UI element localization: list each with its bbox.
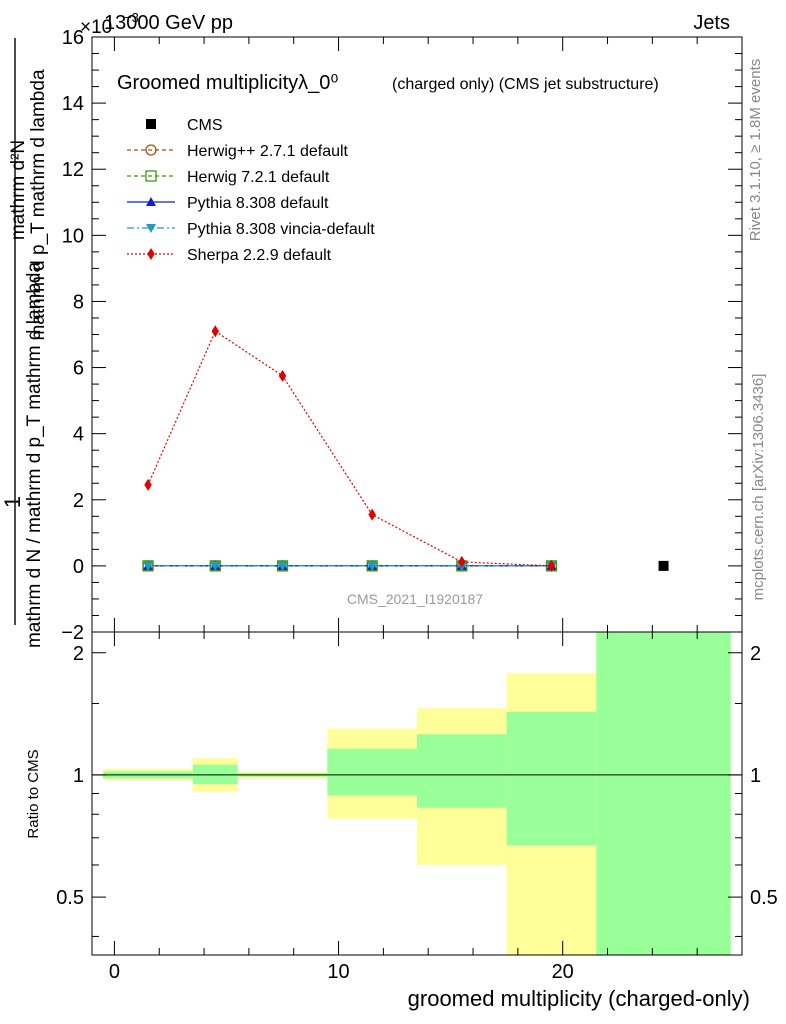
ratio-x-ticks: 0 10 20 bbox=[109, 632, 698, 983]
data-point bbox=[458, 555, 466, 568]
y-title-inner-numerator: mathrm d²N bbox=[8, 140, 29, 240]
legend-label: Herwig++ 2.7.1 default bbox=[187, 143, 349, 160]
ratio-uncertainty-band-stat bbox=[596, 632, 731, 955]
main-y-tick-label: 10 bbox=[62, 225, 84, 247]
legend-label: Herwig 7.2.1 default bbox=[187, 169, 330, 186]
data-point bbox=[277, 561, 288, 571]
data-point bbox=[210, 561, 221, 571]
main-plot: −2 0 2 4 6 8 10 12 14 16 Groomed multiplicityλ_0⁰… bbox=[61, 27, 743, 644]
ratio-y-tick-label: 0.5 bbox=[56, 887, 84, 909]
ratio-y-axis-title: Ratio to CMS bbox=[25, 749, 42, 838]
main-y-tick-label: 4 bbox=[73, 424, 84, 446]
legend-label: Pythia 8.308 vincia-default bbox=[187, 221, 375, 238]
legend-entry: Sherpa 2.2.9 default bbox=[127, 247, 332, 264]
data-point bbox=[368, 508, 376, 521]
main-y-tick-label: 14 bbox=[62, 93, 84, 115]
series-sherpa-2-2-9-default bbox=[144, 325, 556, 572]
x-axis-title: groomed multiplicity (charged-only) bbox=[408, 986, 750, 1011]
legend-marker bbox=[145, 144, 157, 156]
ratio-uncertainty-band-stat bbox=[192, 764, 238, 784]
ratio-uncertainty-band-stat bbox=[506, 711, 597, 846]
legend: CMS Herwig++ 2.7.1 default Herwig 7.2.1 de… bbox=[127, 117, 375, 264]
main-x-ticks bbox=[113, 37, 698, 632]
y-title-inner-denominator: mathrm d p_T mathrm d lambda bbox=[28, 69, 49, 340]
exponent-label: ×10 bbox=[80, 17, 112, 38]
watermark-label: CMS_2021_I1920187 bbox=[347, 591, 483, 607]
legend-label: Pythia 8.308 default bbox=[187, 195, 329, 212]
ratio-bands bbox=[103, 632, 731, 955]
ratio-y-tick-label-right: 2 bbox=[750, 643, 761, 665]
ratio-y-tick-label-right: 1 bbox=[750, 765, 761, 787]
data-point bbox=[211, 325, 220, 338]
legend-entry: CMS bbox=[146, 117, 223, 134]
legend-marker bbox=[145, 170, 157, 182]
data-point bbox=[278, 369, 287, 382]
ratio-x-tick-label: 0 bbox=[109, 961, 120, 983]
plot-title: Groomed multiplicityλ_0⁰ bbox=[117, 72, 338, 94]
legend-entry: Herwig++ 2.7.1 default bbox=[127, 143, 349, 160]
legend-entry: Pythia 8.308 vincia-default bbox=[127, 221, 375, 238]
ratio-y-tick-label: 1 bbox=[73, 765, 84, 787]
legend-entry: Herwig 7.2.1 default bbox=[127, 169, 330, 186]
legend-label: CMS bbox=[187, 117, 223, 134]
ratio-y-tick-label: 2 bbox=[73, 643, 84, 665]
ratio-plot: 0.5 0.51 12 2 0 10 20 bbox=[56, 37, 778, 983]
ratio-y-tick-label-right: 0.5 bbox=[750, 887, 778, 909]
legend-marker bbox=[146, 224, 156, 233]
rivet-version-label: Rivet 3.1.10, ≥ 1.8M events bbox=[747, 59, 764, 242]
main-y-tick-label: 12 bbox=[62, 159, 84, 181]
legend-marker bbox=[146, 119, 156, 129]
data-point bbox=[143, 561, 154, 571]
main-y-tick-label: 6 bbox=[73, 358, 84, 380]
main-y-tick-label: 0 bbox=[73, 556, 84, 578]
legend-entry: Pythia 8.308 default bbox=[127, 195, 329, 212]
ratio-uncertainty-band-stat bbox=[417, 734, 507, 808]
mcplots-label: mcplots.cern.ch [arXiv:1306.3436] bbox=[750, 374, 767, 601]
plot-title-suffix: (charged only) (CMS jet substructure) bbox=[392, 76, 659, 93]
main-y-tick-label: 16 bbox=[62, 27, 84, 49]
ratio-y-ticks: 0.5 0.5 1 1 2 2 bbox=[56, 643, 778, 937]
series-cms bbox=[658, 560, 669, 571]
data-point bbox=[658, 560, 669, 571]
ratio-x-tick-label: 10 bbox=[327, 961, 349, 983]
y-title-denominator: mathrm d N / mathrm d p_T mathrm d lambd… bbox=[24, 262, 45, 649]
category-label: Jets bbox=[693, 12, 730, 34]
main-series bbox=[142, 325, 669, 572]
main-y-axis-title: 1 mathrm d N / mathrm d p_T mathrm d lam… bbox=[0, 38, 49, 648]
ratio-x-tick-label: 20 bbox=[552, 961, 574, 983]
series-line bbox=[147, 330, 552, 567]
data-point bbox=[144, 478, 152, 491]
legend-label: Sherpa 2.2.9 default bbox=[187, 247, 332, 264]
exponent-power: −3 bbox=[124, 10, 139, 25]
main-y-tick-label: −2 bbox=[61, 622, 84, 644]
data-point bbox=[547, 559, 556, 572]
main-y-ticks: −2 0 2 4 6 8 10 12 14 16 bbox=[61, 27, 742, 644]
main-y-tick-label: 2 bbox=[73, 490, 84, 512]
energy-label: 13000 GeV pp bbox=[104, 12, 233, 34]
legend-marker bbox=[147, 248, 155, 260]
y-title-numerator-one: 1 bbox=[0, 496, 25, 508]
data-point bbox=[367, 561, 378, 571]
legend-marker bbox=[146, 197, 156, 206]
ratio-uncertainty-band-stat bbox=[327, 748, 417, 796]
main-y-tick-label: 8 bbox=[73, 291, 84, 313]
